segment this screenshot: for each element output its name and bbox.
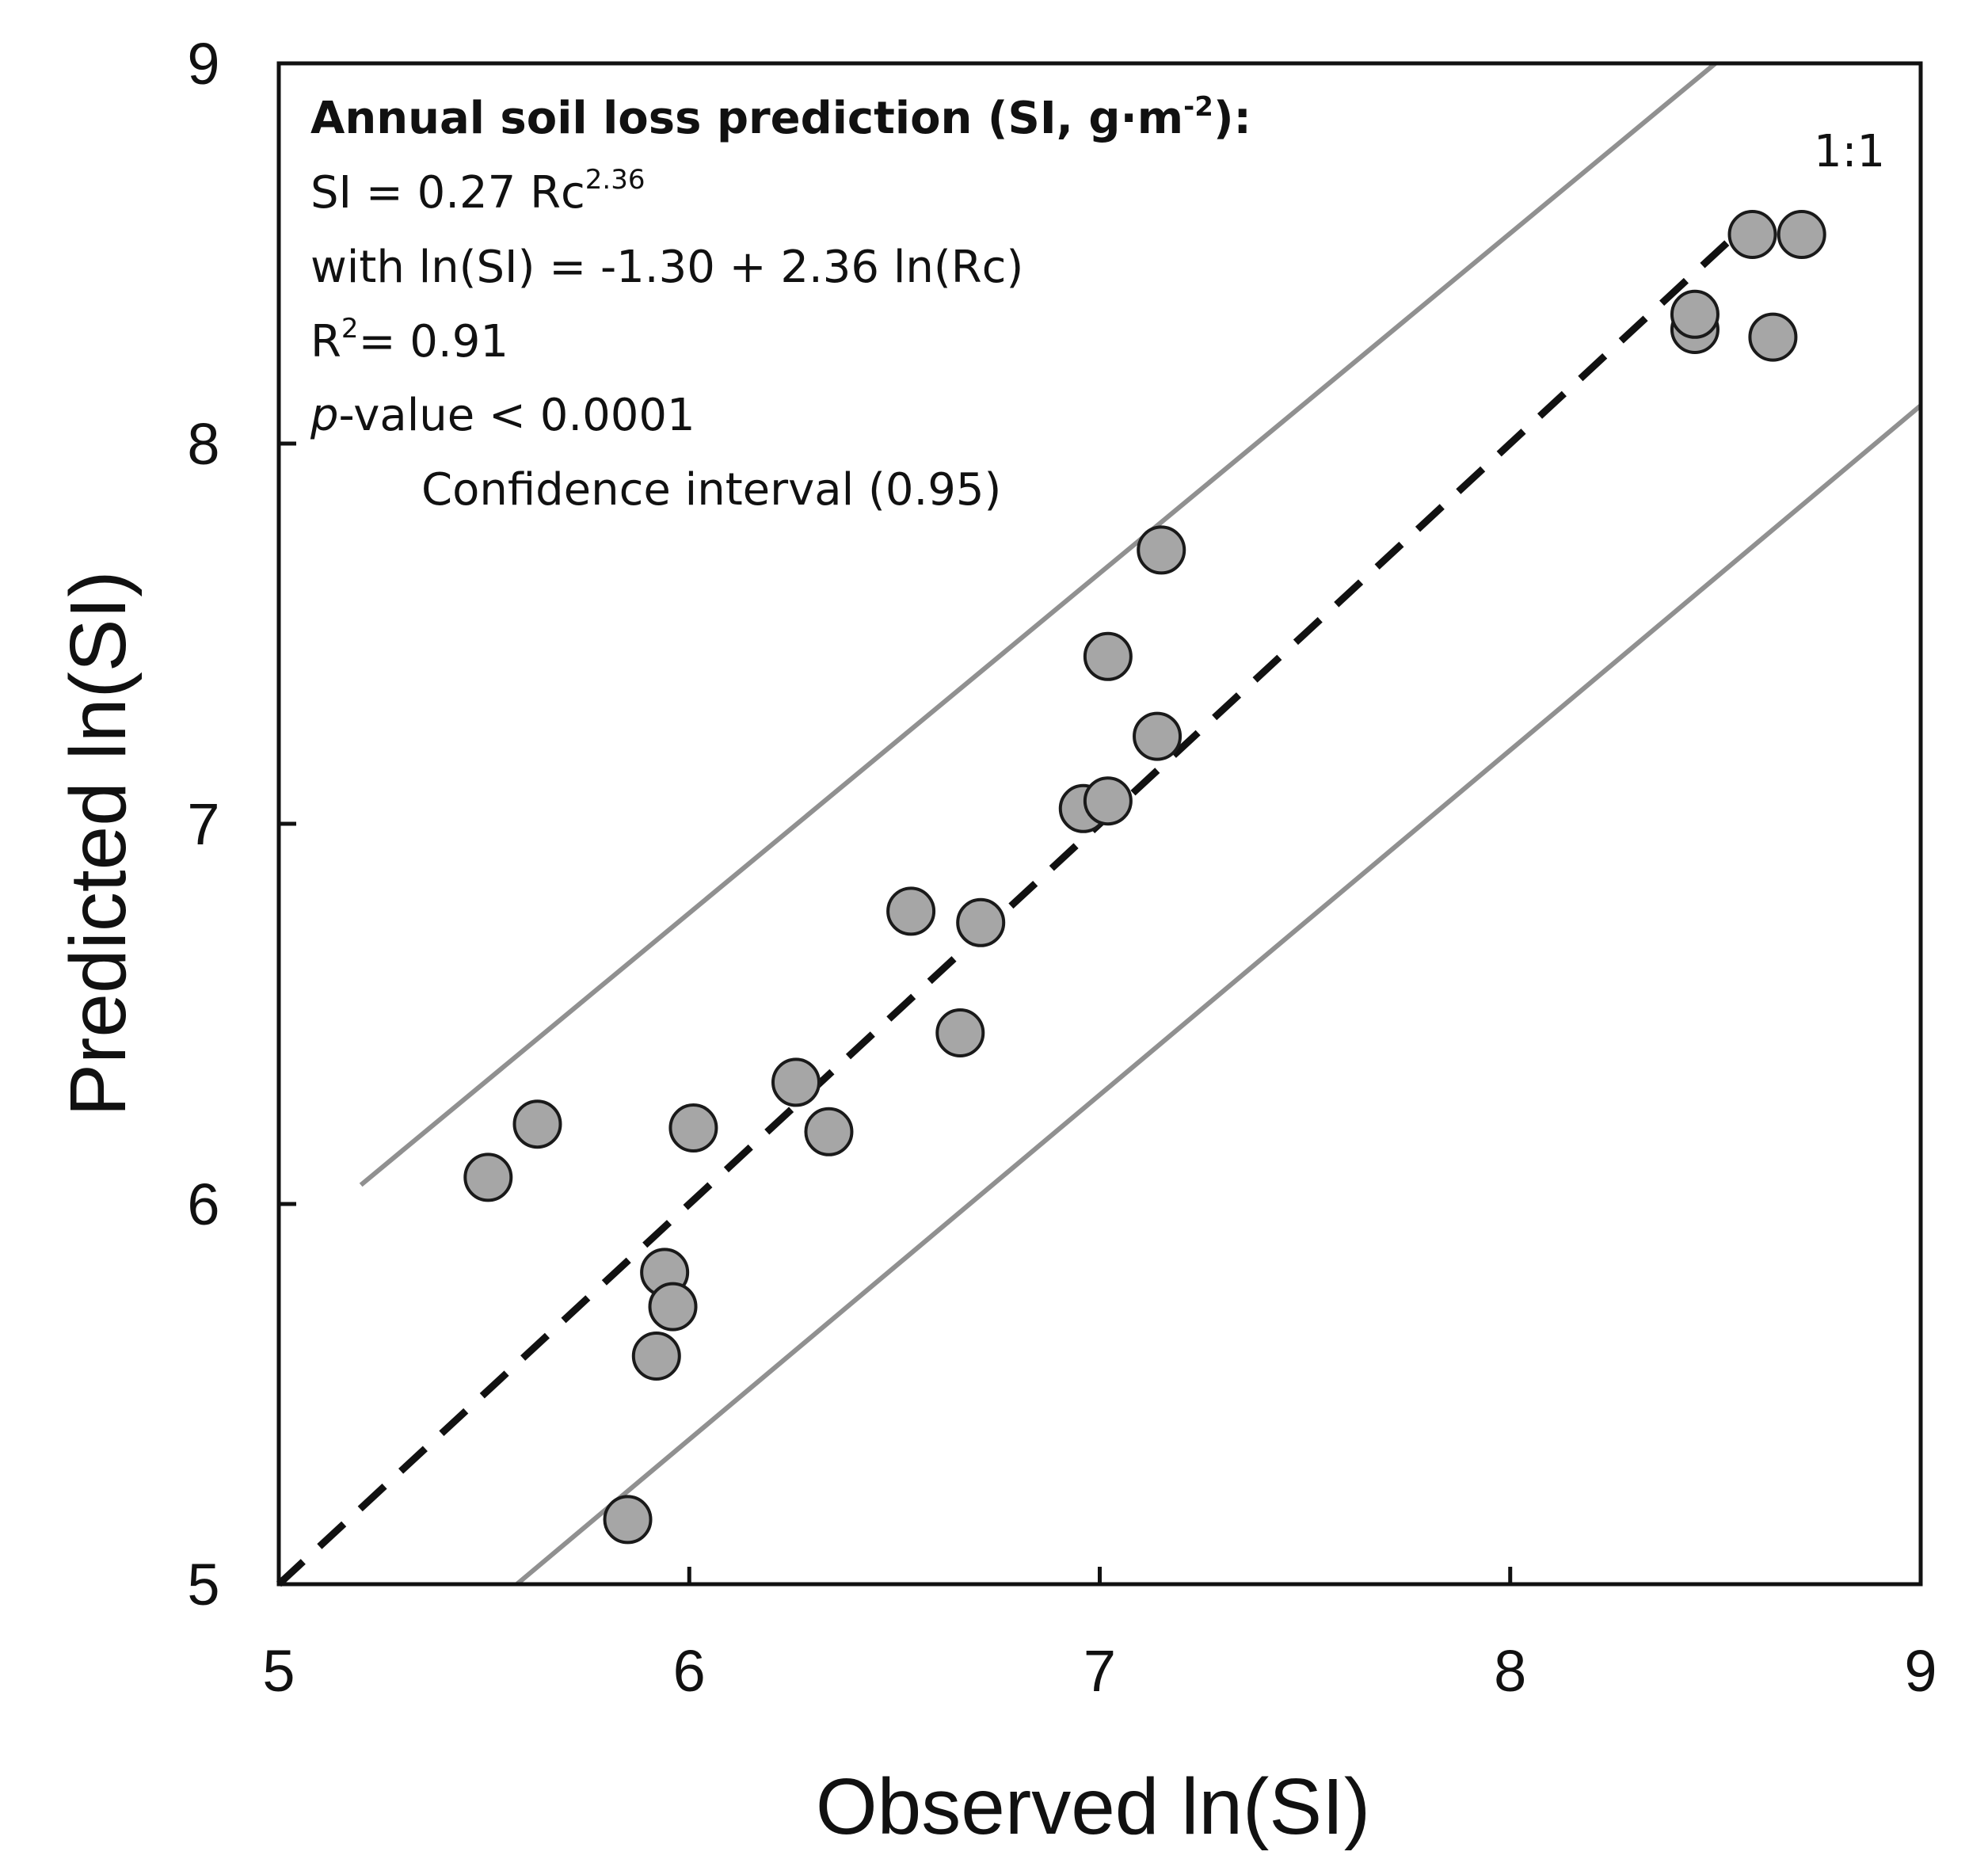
data-point: [956, 897, 1006, 947]
data-point: [1083, 631, 1133, 681]
data-point: [1083, 776, 1133, 826]
x-tick-label: 5: [262, 1638, 295, 1704]
y-tick-label: 7: [187, 791, 219, 857]
data-point: [668, 1103, 718, 1152]
x-axis-ticks: 5 6 7 8 9: [262, 1567, 1937, 1704]
data-point: [1670, 289, 1720, 339]
data-point: [771, 1057, 821, 1107]
one-to-one-line: [276, 212, 1759, 1587]
y-tick-label: 8: [187, 411, 219, 477]
annotation-p-value: p-value < 0.0001: [310, 390, 695, 441]
x-tick-label: 6: [673, 1638, 706, 1704]
data-point: [1727, 210, 1777, 259]
data-point: [463, 1152, 513, 1202]
one-to-one-label: 1:1: [1814, 126, 1885, 177]
x-tick-label: 9: [1904, 1638, 1937, 1704]
reference-lines: [276, 61, 1922, 1587]
data-point: [1137, 525, 1186, 575]
data-points: [463, 210, 1826, 1545]
y-tick-label: 6: [187, 1172, 219, 1237]
data-point: [935, 1008, 985, 1057]
annotation-equation-power: SI = 0.27 Rc2.36: [310, 164, 645, 219]
annotation-heading: Annual soil loss prediction (SI, g·m-2):: [310, 91, 1251, 144]
data-point: [512, 1099, 562, 1149]
data-point: [1748, 312, 1798, 362]
x-tick-label: 7: [1083, 1638, 1116, 1704]
y-axis-title: Predicted ln(SI): [54, 570, 143, 1116]
annotation-r-squared: R2= 0.91: [310, 313, 508, 368]
x-axis-title: Observed ln(SI): [816, 1762, 1370, 1851]
x-tick-label: 8: [1494, 1638, 1526, 1704]
y-axis-ticks: 5 6 7 8 9: [187, 31, 296, 1617]
data-point: [648, 1282, 698, 1332]
data-point: [1133, 711, 1183, 761]
y-tick-label: 9: [187, 31, 219, 97]
data-point: [886, 886, 936, 936]
data-point: [603, 1495, 653, 1545]
confidence-lower-line: [515, 403, 1922, 1587]
annotation-confidence-interval: Confidence interval (0.95): [421, 464, 1001, 516]
data-point: [804, 1107, 854, 1156]
confidence-upper-line: [359, 61, 1717, 1187]
y-tick-label: 5: [187, 1552, 219, 1617]
annotation-equation-log: with ln(SI) = -1.30 + 2.36 ln(Rc): [310, 242, 1023, 293]
data-point: [1777, 210, 1826, 259]
data-point: [631, 1332, 681, 1381]
